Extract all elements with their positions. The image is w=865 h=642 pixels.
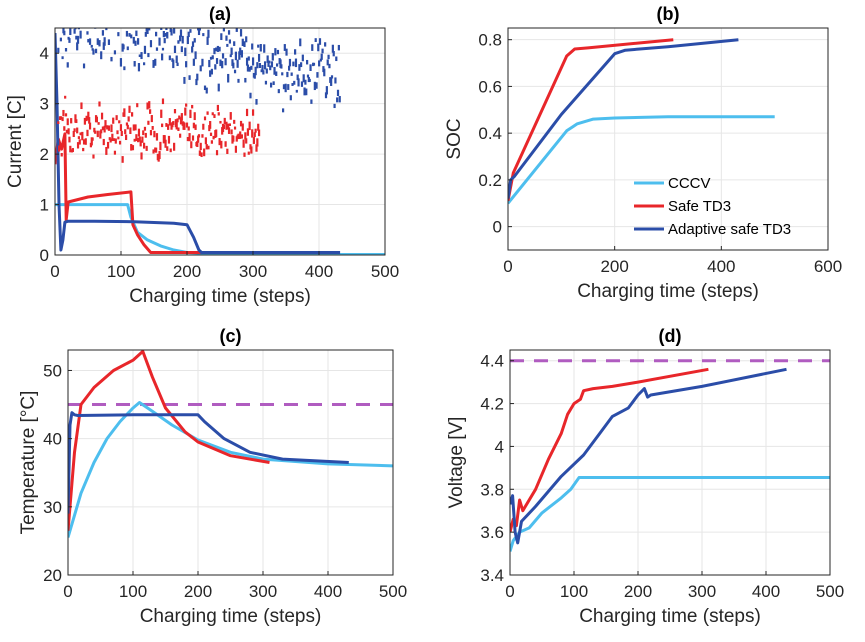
y-tick-label: 0.4 bbox=[478, 124, 502, 143]
series-noise-adaptive-safe-td3 bbox=[57, 28, 341, 113]
panel-a: 0 100 200 300 400 500 0 1 2 3 4 (a) Charging time (s… bbox=[5, 4, 399, 307]
y-tick-label: 4 bbox=[40, 44, 49, 63]
y-tick-label: 0.2 bbox=[478, 171, 502, 190]
x-tick-label: 400 bbox=[305, 262, 333, 281]
x-tick-label: 300 bbox=[239, 262, 267, 281]
legend-label: CCCV bbox=[668, 175, 711, 192]
plot-area bbox=[508, 38, 775, 205]
x-tick-label: 300 bbox=[249, 582, 277, 601]
y-tick-label: 4.4 bbox=[480, 352, 504, 371]
panel-title: (a) bbox=[209, 4, 231, 24]
y-tick-label: 4.2 bbox=[480, 395, 504, 414]
x-axis-label: Charging time (steps) bbox=[577, 281, 759, 302]
y-tick-label: 3.6 bbox=[480, 523, 504, 542]
x-tick-label: 600 bbox=[814, 257, 842, 276]
plot-area bbox=[55, 28, 385, 255]
axes-box bbox=[509, 349, 831, 576]
y-tick-label: 30 bbox=[43, 498, 62, 517]
x-tick-label: 500 bbox=[816, 582, 844, 601]
series-line-cccv bbox=[510, 476, 830, 552]
y-tick-label: 0.8 bbox=[478, 31, 502, 50]
y-tick-label: 1 bbox=[40, 196, 49, 215]
x-axis-label: Charging time (steps) bbox=[579, 606, 761, 627]
panel-c: 0 100 200 300 400 500 20 30 40 50 (c) Charging time… bbox=[18, 326, 407, 627]
axes-box bbox=[67, 349, 394, 576]
panel-b: 0 200 400 600 0 0.2 0.4 0.6 0.8 (b) Charging time … bbox=[444, 4, 842, 302]
x-tick-label: 200 bbox=[600, 257, 628, 276]
x-tick-label: 500 bbox=[379, 582, 407, 601]
x-axis-label: Charging time (steps) bbox=[140, 606, 322, 627]
legend: CCCV Safe TD3 Adaptive safe TD3 bbox=[634, 175, 791, 238]
x-tick-label: 100 bbox=[119, 582, 147, 601]
x-tick-label: 500 bbox=[371, 262, 399, 281]
series-line-cccv bbox=[55, 203, 385, 255]
series-line-adaptive-safe-td3 bbox=[510, 367, 787, 545]
series-line-cccv bbox=[508, 115, 775, 205]
y-axis-label: Temperature [°C] bbox=[18, 391, 39, 535]
x-tick-label: 0 bbox=[503, 257, 512, 276]
y-tick-label: 0.6 bbox=[478, 77, 502, 96]
series-noise-safe-td3 bbox=[57, 95, 261, 163]
x-tick-label: 0 bbox=[63, 582, 72, 601]
series-line-adaptive-safe-td3 bbox=[55, 32, 341, 254]
panel-title: (d) bbox=[659, 326, 682, 346]
y-axis-label: Voltage [V] bbox=[446, 417, 467, 509]
plot-area bbox=[510, 359, 830, 552]
x-tick-label: 400 bbox=[707, 257, 735, 276]
x-tick-label: 100 bbox=[560, 582, 588, 601]
legend-label: Safe TD3 bbox=[668, 198, 731, 215]
y-tick-label: 4 bbox=[495, 437, 504, 456]
panel-d: 0 100 200 300 400 500 3.4 3.6 3.8 4 4.2 4.4 (d) Charg… bbox=[446, 326, 844, 627]
series-line-safe-td3 bbox=[510, 367, 709, 533]
x-axis-label: Charging time (steps) bbox=[129, 286, 311, 307]
x-tick-label: 100 bbox=[107, 262, 135, 281]
panel-title: (b) bbox=[657, 4, 680, 24]
x-tick-label: 0 bbox=[50, 262, 59, 281]
x-tick-label: 200 bbox=[624, 582, 652, 601]
panel-title: (c) bbox=[220, 326, 242, 346]
y-tick-label: 20 bbox=[43, 566, 62, 585]
y-tick-label: 0 bbox=[493, 218, 502, 237]
plot-area bbox=[68, 350, 393, 538]
series-line-safe-td3 bbox=[55, 132, 260, 254]
x-tick-label: 200 bbox=[173, 262, 201, 281]
y-axis-label: Current [C] bbox=[5, 95, 26, 188]
axes-box bbox=[54, 27, 386, 256]
y-tick-label: 0 bbox=[40, 246, 49, 265]
y-tick-label: 2 bbox=[40, 145, 49, 164]
x-tick-label: 0 bbox=[505, 582, 514, 601]
x-tick-label: 400 bbox=[314, 582, 342, 601]
y-axis-label: SOC bbox=[444, 118, 465, 159]
legend-label: Adaptive safe TD3 bbox=[668, 221, 791, 238]
series-line-cccv bbox=[68, 401, 393, 538]
series-line-adaptive-safe-td3 bbox=[508, 38, 739, 199]
y-tick-label: 40 bbox=[43, 430, 62, 449]
x-tick-label: 300 bbox=[688, 582, 716, 601]
y-tick-label: 3 bbox=[40, 95, 49, 114]
series-line-safe-td3 bbox=[68, 350, 270, 531]
x-tick-label: 400 bbox=[752, 582, 780, 601]
series-line-adaptive-safe-td3 bbox=[68, 411, 349, 514]
y-tick-label: 50 bbox=[43, 361, 62, 380]
x-tick-label: 200 bbox=[184, 582, 212, 601]
axes-box bbox=[507, 27, 829, 251]
y-tick-label: 3.4 bbox=[480, 566, 504, 585]
y-tick-label: 3.8 bbox=[480, 480, 504, 499]
